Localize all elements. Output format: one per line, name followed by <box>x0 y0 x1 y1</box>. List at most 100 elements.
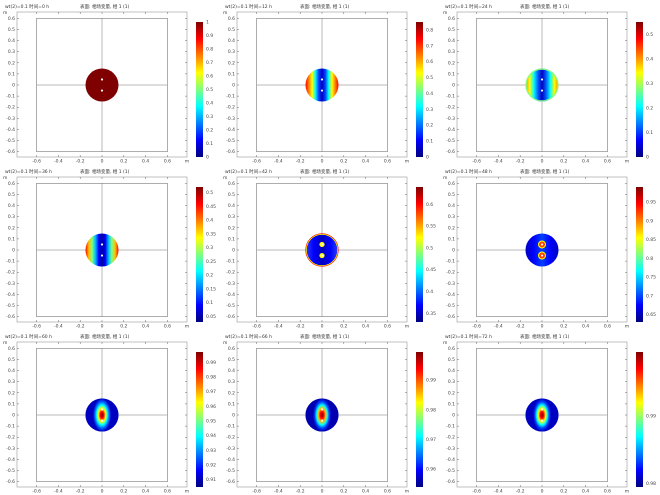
colorbar-tick-label: 0.98 <box>646 481 656 487</box>
x-tick-label: 0 <box>541 489 544 495</box>
colorbar-tick-label: 0.2 <box>206 128 213 134</box>
colorbar-tick-label: 0.92 <box>206 462 216 468</box>
x-tick-label: 0 <box>321 489 324 495</box>
plot-title-time: wt(2)=0.1 时间=72 h <box>445 333 492 340</box>
y-tick-label: 0.3 <box>228 214 235 220</box>
y-tick-label: -0.5 <box>446 468 455 474</box>
source-point <box>320 408 324 411</box>
x-tick-label: -0.4 <box>274 159 283 165</box>
plot-title-time: wt(2)=0.1 时间=48 h <box>445 168 492 175</box>
y-tick-label: -0.4 <box>226 292 235 298</box>
y-tick-label: -0.3 <box>446 116 455 122</box>
y-tick-label: 0 <box>12 413 15 419</box>
colorbar-tick-label: 0.2 <box>646 105 653 111</box>
y-tick-label: -0.3 <box>6 116 15 122</box>
colorbar-tick-label: 0.65 <box>646 312 656 318</box>
surface-plot-panel: wt(2)=0.1 时间=72 h 表面: 相场变量, 相 1 (1) m -0.6 -… <box>440 330 660 495</box>
colorbar-tick-label: 0.94 <box>206 433 216 439</box>
y-tick-label: 0.4 <box>448 203 455 209</box>
y-tick-label: 0.4 <box>8 368 15 374</box>
x-tick-label: -0.4 <box>494 159 503 165</box>
x-unit-label: m <box>625 325 629 330</box>
plot-title-expression: 表面: 相场变量, 相 1 (1) <box>300 3 350 10</box>
colorbar-tick-label: 0.1 <box>646 130 653 136</box>
x-tick-label: -0.6 <box>252 159 261 165</box>
y-tick-label: 0 <box>12 248 15 254</box>
phase-region <box>525 68 559 102</box>
x-tick-label: 0.4 <box>582 489 589 495</box>
surface-plot-panel: wt(2)=0.1 时间=24 h 表面: 相场变量, 相 1 (1) m -0.6 -… <box>440 0 660 165</box>
interface-ring <box>525 68 559 102</box>
y-tick-label: 0.6 <box>228 16 235 22</box>
x-tick-label: -0.2 <box>296 159 305 165</box>
colorbar-tick-label: 0.4 <box>426 289 433 295</box>
x-tick-label: 0 <box>541 159 544 165</box>
y-unit-label: m <box>223 11 227 16</box>
x-tick-label: 0.2 <box>120 324 127 330</box>
surface-plot: wt(2)=0.1 时间=0 h 表面: 相场变量, 相 1 (1) m -0.6 -0… <box>3 3 213 165</box>
colorbar-tick-label: 0.99 <box>426 378 436 384</box>
plot-title-time: wt(2)=0.1 时间=0 h <box>5 3 49 10</box>
surface-plot-panel: wt(2)=0.1 时间=48 h 表面: 相场变量, 相 1 (1) m -0.6 -… <box>440 165 660 330</box>
colorbar-tick-label: 0.4 <box>206 218 213 224</box>
colorbar-tick-label: 0 <box>206 155 209 161</box>
phase-region <box>525 398 559 432</box>
colorbar-tick-label: 0.1 <box>206 300 213 306</box>
y-tick-label: 0.2 <box>228 225 235 231</box>
y-unit-label: m <box>223 176 227 181</box>
interface-ring <box>305 233 339 267</box>
y-tick-label: 0.5 <box>8 192 15 198</box>
x-tick-label: 0.2 <box>340 489 347 495</box>
y-tick-label: 0.4 <box>228 368 235 374</box>
colorbar-tick-label: 1 <box>206 20 209 26</box>
x-unit-label: m <box>405 160 409 165</box>
x-tick-label: -0.4 <box>54 489 63 495</box>
y-tick-label: -0.6 <box>6 149 15 155</box>
y-tick-label: 0.2 <box>228 390 235 396</box>
x-tick-label: -0.6 <box>252 489 261 495</box>
source-point <box>320 78 324 81</box>
y-tick-label: 0.6 <box>228 181 235 187</box>
y-tick-label: 0 <box>452 83 455 89</box>
x-tick-label: 0 <box>321 324 324 330</box>
y-tick-label: 0.2 <box>448 225 455 231</box>
colorbar-tick-label: 0.1 <box>206 141 213 147</box>
phase-region <box>85 398 119 432</box>
y-tick-label: 0 <box>232 83 235 89</box>
colorbar <box>196 22 203 157</box>
plot-title-time: wt(2)=0.1 时间=12 h <box>225 3 272 10</box>
x-tick-label: -0.6 <box>32 159 41 165</box>
colorbar-tick-label: 0.9 <box>206 33 213 39</box>
y-tick-label: -0.1 <box>6 424 15 430</box>
plot-title-expression: 表面: 相场变量, 相 1 (1) <box>80 3 130 10</box>
y-tick-label: -0.6 <box>446 149 455 155</box>
x-tick-label: -0.2 <box>296 489 305 495</box>
y-tick-label: 0.5 <box>8 27 15 33</box>
x-tick-label: -0.2 <box>76 159 85 165</box>
x-tick-label: 0.2 <box>560 159 567 165</box>
source-point <box>320 89 324 92</box>
x-tick-label: -0.2 <box>296 324 305 330</box>
y-tick-label: -0.5 <box>6 138 15 144</box>
x-tick-label: 0 <box>101 489 104 495</box>
colorbar <box>636 187 643 322</box>
x-tick-label: 0 <box>541 324 544 330</box>
x-tick-label: 0.6 <box>604 159 611 165</box>
y-tick-label: 0 <box>232 413 235 419</box>
colorbar-tick-label: 0.35 <box>206 231 216 237</box>
colorbar-tick-label: 0.3 <box>206 114 213 120</box>
y-tick-label: 0.1 <box>448 401 455 407</box>
plot-title-time: wt(2)=0.1 时间=60 h <box>5 333 52 340</box>
plot-title-time: wt(2)=0.1 时间=42 h <box>225 168 272 175</box>
y-tick-label: -0.6 <box>446 479 455 485</box>
x-tick-label: 0.6 <box>384 489 391 495</box>
x-tick-label: -0.6 <box>472 159 481 165</box>
y-tick-label: -0.6 <box>6 314 15 320</box>
x-tick-label: 0.2 <box>560 324 567 330</box>
y-tick-label: 0.1 <box>448 71 455 77</box>
source-point <box>100 243 104 246</box>
x-tick-label: 0.2 <box>340 324 347 330</box>
y-tick-label: -0.1 <box>226 94 235 100</box>
y-tick-label: -0.4 <box>226 457 235 463</box>
y-tick-label: 0.5 <box>8 357 15 363</box>
